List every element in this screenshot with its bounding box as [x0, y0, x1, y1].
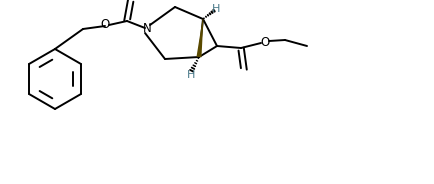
Text: O: O — [100, 19, 109, 31]
Text: H: H — [211, 4, 220, 14]
Text: N: N — [142, 22, 151, 36]
Text: O: O — [260, 36, 269, 49]
Text: H: H — [186, 70, 195, 80]
Polygon shape — [196, 19, 203, 57]
